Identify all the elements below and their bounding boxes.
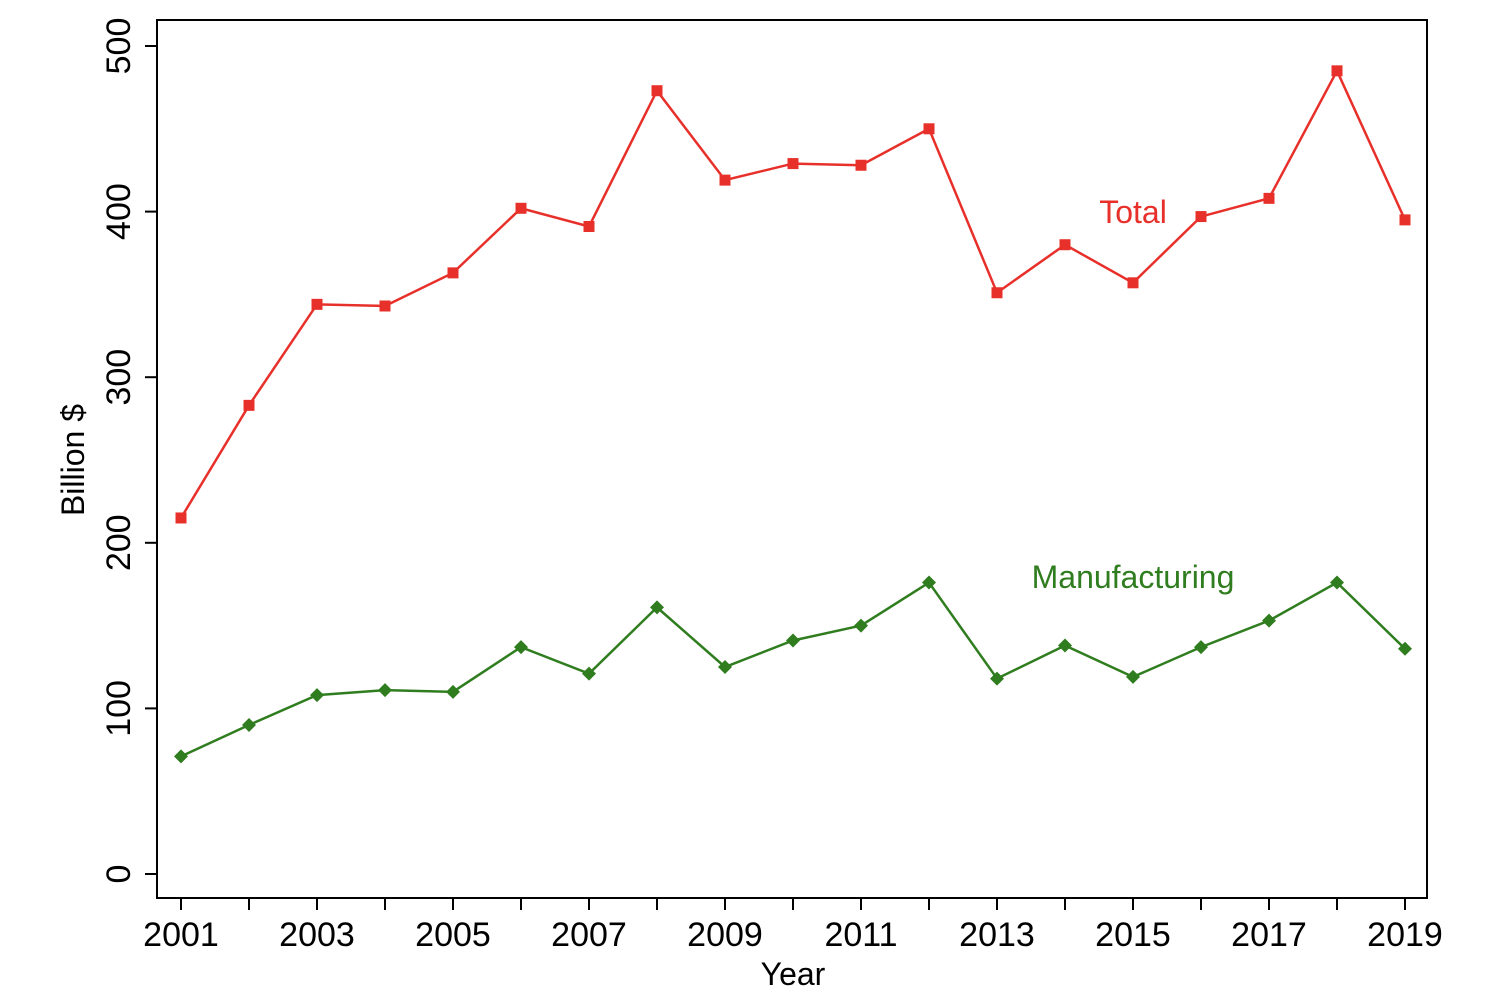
x-tick-label: 2019 — [1367, 916, 1443, 954]
data-point-total — [447, 267, 459, 279]
data-point-manufacturing — [514, 640, 528, 655]
data-point-total — [1059, 239, 1071, 251]
data-point-manufacturing — [922, 575, 936, 590]
series-markers — [174, 65, 1412, 764]
data-point-total — [583, 221, 595, 233]
data-point-manufacturing — [718, 660, 732, 674]
y-tick-label: 0 — [100, 865, 138, 884]
x-axis-title: Year — [761, 956, 826, 992]
x-tick-label: 2005 — [415, 916, 491, 954]
y-axis-title: Billion $ — [55, 404, 91, 516]
x-tick-label: 2001 — [143, 916, 219, 954]
x-axis: 2001 2003 2005 2007 2009 2011 2013 2015 2017 2019 — [143, 898, 1443, 954]
y-axis: 0 100 200 300 400 500 — [100, 18, 157, 884]
data-point-manufacturing — [786, 633, 800, 648]
x-tick-label: 2003 — [279, 916, 355, 954]
data-point-total — [719, 174, 731, 186]
data-point-manufacturing — [310, 688, 324, 703]
y-tick-label: 300 — [100, 349, 138, 406]
data-point-manufacturing — [1194, 640, 1208, 655]
x-tick-label: 2007 — [551, 916, 627, 954]
series-label-total: Total — [1099, 194, 1167, 230]
data-point-manufacturing — [446, 684, 460, 699]
x-tick-label: 2011 — [824, 916, 897, 954]
data-point-total — [379, 300, 391, 312]
data-point-manufacturing — [854, 618, 868, 633]
data-point-total — [515, 202, 527, 214]
y-tick-label: 100 — [100, 680, 138, 737]
data-point-total — [1127, 277, 1139, 289]
data-point-total — [175, 512, 187, 524]
x-tick-label: 2013 — [959, 916, 1035, 954]
data-point-manufacturing — [582, 666, 596, 681]
data-point-manufacturing — [1398, 641, 1412, 656]
data-point-manufacturing — [990, 671, 1004, 686]
x-tick-label: 2009 — [687, 916, 763, 954]
data-point-total — [991, 287, 1003, 299]
data-point-total — [311, 298, 323, 310]
data-point-total — [855, 159, 867, 171]
data-point-total — [1195, 211, 1207, 223]
y-tick-label: 400 — [100, 183, 138, 240]
data-point-total — [787, 158, 799, 170]
y-tick-label: 500 — [100, 18, 138, 75]
data-point-manufacturing — [1058, 638, 1072, 653]
series-lines — [179, 68, 1407, 758]
data-point-manufacturing — [378, 683, 392, 698]
data-point-total — [1399, 214, 1411, 226]
data-point-manufacturing — [1262, 613, 1276, 628]
x-tick-label: 2017 — [1231, 916, 1307, 954]
data-point-total — [243, 399, 255, 411]
data-point-total — [651, 85, 663, 97]
data-point-manufacturing — [1126, 669, 1140, 684]
series-line-total — [179, 68, 1407, 519]
series-line-manufacturing — [180, 580, 1406, 758]
data-point-total — [1263, 192, 1275, 204]
data-point-total — [923, 123, 935, 135]
x-tick-label: 2015 — [1095, 916, 1171, 954]
plot-frame — [156, 19, 1428, 899]
data-point-manufacturing — [174, 749, 188, 764]
data-point-manufacturing — [1330, 575, 1344, 590]
series-label-manufacturing: Manufacturing — [1032, 559, 1235, 595]
data-point-manufacturing — [242, 717, 256, 732]
data-point-manufacturing — [650, 600, 664, 615]
data-point-total — [1331, 65, 1343, 77]
y-tick-label: 200 — [100, 514, 138, 571]
